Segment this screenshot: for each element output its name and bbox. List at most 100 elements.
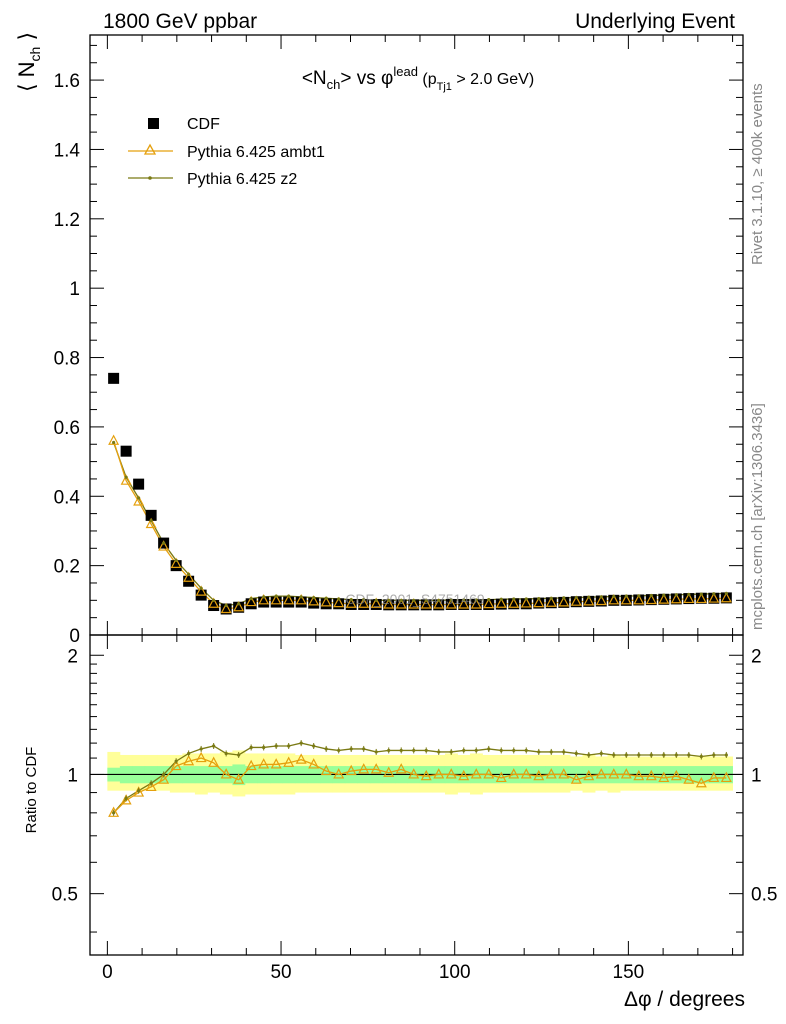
ratio-z2-point	[262, 745, 266, 750]
analysis-watermark: CDF_2001_S4751469	[345, 591, 485, 607]
ratio-ytick-label: 0.5	[52, 885, 78, 906]
z2-point	[199, 586, 203, 590]
ambt1-point	[308, 595, 320, 606]
title-sub-ch: ch	[327, 77, 341, 92]
z2-point	[312, 595, 316, 600]
z2-point	[374, 598, 378, 602]
ambt1-point	[670, 592, 682, 604]
ratio-z2-point	[662, 753, 666, 757]
ratio-z2-point	[637, 753, 641, 757]
ratio-z2-point	[374, 750, 378, 754]
z2-point	[537, 596, 541, 601]
xtick-label: 100	[439, 962, 471, 983]
ambt1-point	[245, 595, 257, 607]
ambt1-point	[633, 594, 645, 605]
ambt1-point	[208, 597, 220, 608]
z2-point	[674, 593, 678, 597]
ambt1-point	[183, 571, 195, 582]
z2-point	[399, 598, 403, 602]
ratio-ambt1-point	[583, 769, 595, 781]
main-ytick-label: 1.2	[54, 210, 80, 231]
ratio-z2-point	[612, 753, 616, 757]
z2-point	[124, 475, 128, 479]
ratio-ambt1-point	[720, 771, 732, 783]
ambt1-point	[108, 434, 120, 445]
ratio-z2-point	[687, 753, 691, 757]
ratio-z2-point	[487, 747, 491, 751]
ratio-ambt1-point	[183, 754, 195, 766]
ratio-ambt1-point	[120, 794, 132, 805]
z2-point	[349, 598, 353, 602]
ratio-ambt1-point	[595, 768, 607, 779]
ratio-z2-point	[424, 748, 428, 753]
ratio-z2-point	[299, 741, 303, 745]
cdf-point	[670, 593, 682, 605]
cdf-point	[220, 603, 232, 615]
main-ytick-label: 0.2	[54, 557, 80, 578]
main-ytick-label: 0.4	[54, 487, 81, 508]
z2-point	[462, 598, 466, 602]
cdf-point	[495, 598, 507, 610]
main-ytick-label: 0.8	[54, 349, 80, 370]
z2-point	[687, 592, 691, 597]
z2-point	[287, 594, 291, 598]
chart-title: <Nch> vs φlead (pTj1 > 2.0 GeV)	[302, 64, 534, 93]
ambt1-point	[583, 595, 595, 606]
z2-point	[224, 603, 228, 608]
ratio-ambt1-point	[333, 768, 345, 779]
z2-point	[649, 593, 653, 598]
z2-point	[437, 598, 441, 602]
ratio-ambt1-point	[470, 768, 482, 779]
rivet-version-label: Rivet 3.1.10, ≥ 400k events	[749, 83, 766, 265]
ratio-ambt1-point	[195, 751, 207, 763]
main-ytick-label: 0.6	[54, 418, 80, 439]
z2-point	[599, 595, 603, 599]
ratio-z2-point	[324, 747, 328, 751]
ambt1-point	[270, 594, 282, 605]
ratio-ambt1-point	[545, 768, 557, 779]
cdf-point	[133, 478, 145, 490]
ratio-ambt1-point	[645, 769, 657, 781]
z2-point	[187, 572, 191, 576]
ratio-ambt1-point	[295, 753, 307, 764]
ambt1-point	[195, 585, 207, 596]
cdf-point	[595, 595, 607, 607]
ratio-z2-point	[362, 747, 366, 751]
xtick-label: 0	[102, 962, 113, 983]
z2-point	[212, 598, 216, 602]
cdf-point	[120, 445, 132, 457]
ambt1-point	[695, 592, 707, 604]
main-ytick-label: 0	[69, 626, 80, 647]
ratio-ytick-labels: 0.5 0.5 1 1 2 2	[52, 646, 778, 905]
main-ytick-labels: 0 0.2 0.4 0.6 0.8 1 1.2 1.4 1.6	[54, 71, 81, 647]
ratio-z2-point	[399, 748, 403, 753]
ratio-z2-point	[474, 748, 478, 753]
cdf-point	[333, 598, 345, 610]
ratio-z2-point	[562, 750, 566, 754]
legend-label-cdf: CDF	[187, 116, 220, 133]
ratio-ambt1-point	[108, 806, 120, 817]
main-panel: 0 0.2 0.4 0.6 0.8 1 1.2 1.4 1.6 CDF_2001_S475146…	[54, 34, 744, 647]
ambt1-point	[258, 594, 270, 605]
ratio-z2-point	[287, 744, 291, 748]
ambt1-point	[483, 597, 495, 609]
xtick-label: 150	[613, 962, 645, 983]
cdf-point	[458, 598, 470, 610]
cdf-point	[633, 594, 645, 606]
ambt1-point	[333, 596, 345, 608]
cdf-point	[683, 593, 695, 605]
ambt1-point	[533, 596, 545, 608]
cdf-point	[483, 598, 495, 610]
ratio-ambt1-point	[170, 759, 182, 771]
z2-point	[274, 594, 278, 598]
ambt1-point	[295, 594, 307, 605]
ratio-z2-point	[412, 748, 416, 753]
ambt1-point	[395, 598, 407, 609]
ratio-z2-point	[312, 744, 316, 748]
ratio-ambt1-point	[245, 759, 257, 771]
ambt1-point	[558, 596, 570, 607]
ratio-ambt1-point	[633, 769, 645, 781]
ambt1-point	[495, 597, 507, 608]
cdf-point	[233, 601, 245, 613]
